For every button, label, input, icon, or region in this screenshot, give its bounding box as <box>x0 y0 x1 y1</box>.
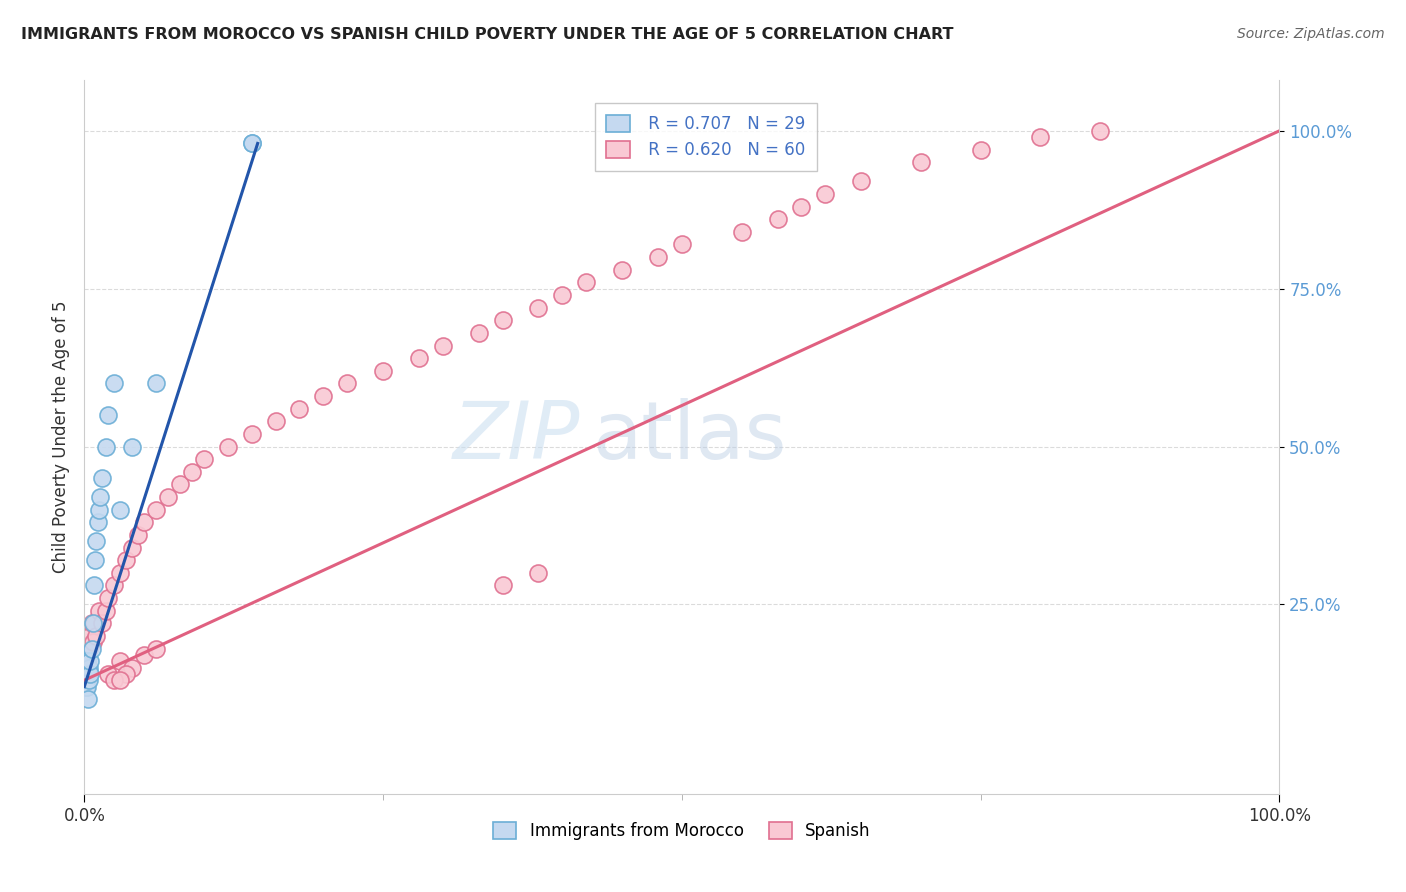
Text: Source: ZipAtlas.com: Source: ZipAtlas.com <box>1237 27 1385 41</box>
Point <box>814 186 837 201</box>
Point <box>76 654 98 668</box>
Point <box>181 465 204 479</box>
Point <box>110 566 132 580</box>
Point <box>87 604 110 618</box>
Point <box>86 534 108 549</box>
Point <box>145 502 167 516</box>
Point <box>75 680 97 694</box>
Point <box>145 376 167 391</box>
Point <box>77 660 100 674</box>
Point <box>91 616 114 631</box>
Point <box>145 641 167 656</box>
Point <box>671 237 693 252</box>
Point <box>80 616 103 631</box>
Point <box>91 471 114 485</box>
Point <box>115 666 138 681</box>
Point <box>288 401 311 416</box>
Point <box>492 578 515 592</box>
Point <box>83 578 105 592</box>
Point <box>89 490 111 504</box>
Point <box>193 452 215 467</box>
Point <box>527 566 550 580</box>
Point <box>79 666 101 681</box>
Point <box>110 502 132 516</box>
Point <box>408 351 430 366</box>
Point <box>79 654 101 668</box>
Text: IMMIGRANTS FROM MOROCCO VS SPANISH CHILD POVERTY UNDER THE AGE OF 5 CORRELATION : IMMIGRANTS FROM MOROCCO VS SPANISH CHILD… <box>21 27 953 42</box>
Point <box>312 389 335 403</box>
Point <box>851 174 873 188</box>
Point <box>1029 130 1052 145</box>
Point <box>75 654 97 668</box>
Point <box>94 604 117 618</box>
Point <box>79 629 101 643</box>
Point <box>103 673 125 688</box>
Point <box>84 553 107 567</box>
Point <box>76 666 98 681</box>
Point <box>432 338 454 352</box>
Point <box>373 364 395 378</box>
Point <box>240 136 263 151</box>
Text: atlas: atlas <box>592 398 786 476</box>
Point <box>240 426 263 441</box>
Point <box>77 673 100 688</box>
Point <box>121 440 143 454</box>
Point <box>76 680 98 694</box>
Point <box>97 666 120 681</box>
Point <box>121 660 143 674</box>
Point <box>77 660 100 674</box>
Point <box>132 516 156 530</box>
Point <box>910 155 932 169</box>
Point <box>83 616 105 631</box>
Point <box>97 408 120 422</box>
Point <box>240 136 263 151</box>
Point <box>336 376 359 391</box>
Point <box>492 313 515 327</box>
Text: ZIP: ZIP <box>453 398 581 476</box>
Point <box>94 440 117 454</box>
Point <box>97 591 120 606</box>
Point <box>80 641 103 656</box>
Point <box>970 143 993 157</box>
Point <box>76 654 98 668</box>
Point <box>527 301 550 315</box>
Legend: Immigrants from Morocco, Spanish: Immigrants from Morocco, Spanish <box>484 812 880 850</box>
Point <box>82 616 104 631</box>
Point <box>647 250 669 264</box>
Point <box>766 212 789 227</box>
Point <box>82 635 104 649</box>
Point <box>86 516 108 530</box>
Point <box>169 477 191 491</box>
Point <box>468 326 491 340</box>
Point <box>612 262 634 277</box>
Point <box>1090 124 1112 138</box>
Point <box>132 648 156 662</box>
Point <box>75 666 97 681</box>
Point <box>110 673 132 688</box>
Point <box>110 654 132 668</box>
Point <box>217 440 239 454</box>
Point <box>551 288 574 302</box>
Point <box>157 490 180 504</box>
Y-axis label: Child Poverty Under the Age of 5: Child Poverty Under the Age of 5 <box>52 301 70 574</box>
Point <box>127 528 149 542</box>
Point <box>121 541 143 555</box>
Point <box>77 641 100 656</box>
Point <box>790 200 813 214</box>
Point <box>77 692 100 706</box>
Point <box>575 276 598 290</box>
Point <box>77 666 100 681</box>
Point <box>75 666 97 681</box>
Point <box>264 414 287 428</box>
Point <box>87 502 110 516</box>
Point <box>103 376 125 391</box>
Point <box>86 629 108 643</box>
Point <box>115 553 138 567</box>
Point <box>731 225 754 239</box>
Point <box>103 578 125 592</box>
